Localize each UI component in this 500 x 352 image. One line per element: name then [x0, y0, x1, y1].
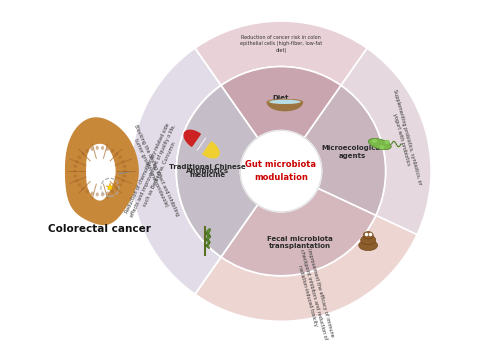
Ellipse shape: [73, 175, 77, 178]
Ellipse shape: [380, 145, 384, 149]
Ellipse shape: [270, 100, 300, 104]
Ellipse shape: [106, 191, 109, 195]
Polygon shape: [267, 102, 302, 111]
Text: Reduction of chemotherapy-related side
effects and improvement of quality o life: Reduction of chemotherapy-related side e…: [124, 121, 183, 221]
Text: Colorectal cancer: Colorectal cancer: [48, 224, 152, 234]
Ellipse shape: [206, 245, 210, 249]
Ellipse shape: [106, 147, 109, 151]
Wedge shape: [195, 215, 417, 321]
Ellipse shape: [360, 235, 376, 245]
Wedge shape: [131, 48, 221, 294]
Ellipse shape: [90, 147, 94, 151]
Ellipse shape: [81, 152, 85, 156]
Ellipse shape: [118, 183, 122, 187]
Wedge shape: [195, 21, 367, 86]
Text: Diet: Diet: [272, 95, 289, 101]
Ellipse shape: [78, 183, 82, 187]
Wedge shape: [221, 188, 376, 276]
Text: Gut microbiota
modulation: Gut microbiota modulation: [246, 161, 316, 182]
Ellipse shape: [73, 165, 77, 168]
Ellipse shape: [122, 175, 126, 178]
Polygon shape: [87, 144, 115, 200]
Ellipse shape: [122, 165, 126, 168]
Ellipse shape: [363, 232, 373, 239]
Text: Fecal microbiota
transplantation: Fecal microbiota transplantation: [267, 235, 333, 249]
Ellipse shape: [111, 190, 114, 193]
Ellipse shape: [368, 139, 391, 150]
Ellipse shape: [75, 179, 79, 182]
Ellipse shape: [86, 190, 89, 193]
Ellipse shape: [101, 146, 104, 150]
Wedge shape: [131, 48, 221, 294]
Ellipse shape: [96, 193, 98, 196]
Ellipse shape: [86, 149, 89, 153]
Ellipse shape: [123, 170, 127, 173]
Wedge shape: [221, 67, 341, 138]
Text: Supplementing probiotics, synbiotics, or
yogurt with probiotics: Supplementing probiotics, synbiotics, or…: [386, 89, 422, 187]
Ellipse shape: [96, 146, 98, 150]
Ellipse shape: [115, 152, 118, 156]
Ellipse shape: [118, 156, 122, 159]
Wedge shape: [176, 86, 258, 257]
Ellipse shape: [384, 140, 390, 144]
Ellipse shape: [358, 240, 378, 251]
Ellipse shape: [78, 156, 82, 159]
Ellipse shape: [372, 139, 377, 143]
Text: Antibiotics: Antibiotics: [186, 168, 229, 174]
Text: Reduction of cancer risk in colon
epithelial cells (high-fiber, low-fat
diet): Reduction of cancer risk in colon epithe…: [240, 35, 322, 52]
Ellipse shape: [121, 160, 125, 163]
Text: Blocking the driving effect and inhibiting
tumor growth (metronidazole): Blocking the driving effect and inhibiti…: [128, 124, 180, 219]
Text: Improvement the efficacy of immune
checkpoint inhibitors and reduction of
radiat: Improvement the efficacy of immune check…: [294, 247, 335, 341]
Ellipse shape: [206, 239, 210, 243]
Ellipse shape: [72, 170, 76, 173]
Ellipse shape: [121, 179, 125, 182]
Text: Microecological
agents: Microecological agents: [322, 145, 383, 159]
Polygon shape: [184, 130, 200, 146]
Ellipse shape: [81, 187, 85, 190]
Ellipse shape: [206, 235, 210, 240]
Ellipse shape: [75, 160, 79, 163]
Ellipse shape: [90, 191, 94, 195]
Polygon shape: [203, 142, 219, 158]
Ellipse shape: [206, 228, 210, 234]
Wedge shape: [341, 48, 431, 235]
Polygon shape: [66, 118, 138, 224]
Circle shape: [240, 131, 322, 212]
Text: Traditional Chinese
medicine: Traditional Chinese medicine: [169, 164, 246, 178]
Wedge shape: [176, 86, 258, 257]
Wedge shape: [304, 86, 386, 215]
Ellipse shape: [101, 193, 104, 196]
Ellipse shape: [267, 99, 302, 105]
Ellipse shape: [206, 243, 210, 246]
Ellipse shape: [206, 232, 210, 238]
Ellipse shape: [111, 149, 114, 153]
Ellipse shape: [115, 187, 118, 190]
